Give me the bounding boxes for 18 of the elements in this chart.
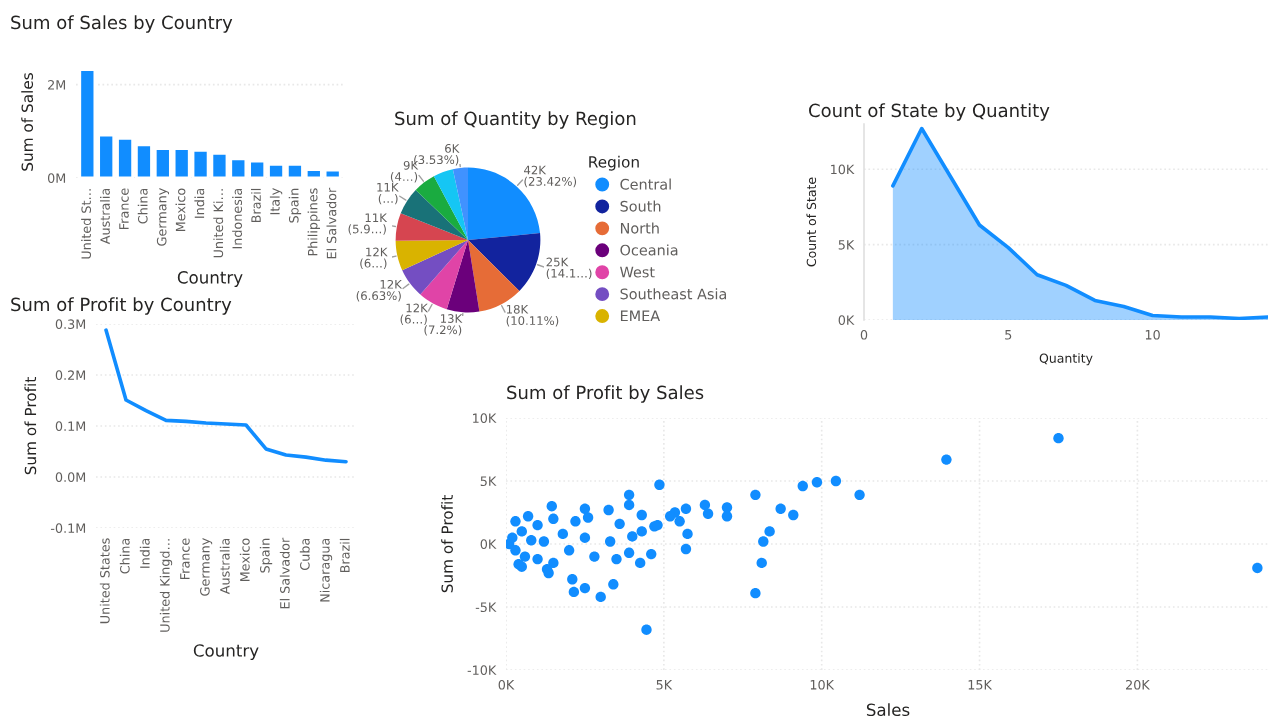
- chart-title: Count of State by Quantity: [809, 103, 1050, 121]
- pie-slice: [446, 240, 480, 313]
- chart-title: Sum of Quantity by Region: [395, 111, 636, 129]
- x-axis-title: Country: [193, 644, 259, 661]
- x-axis-title: Country: [177, 271, 243, 287]
- chart-title: Sum of Profit by Country: [11, 297, 232, 315]
- pie-slice: [395, 213, 468, 241]
- pie-slice: [395, 240, 468, 271]
- line-series: [104, 328, 348, 464]
- chart-title: Sum of Sales by Country: [11, 15, 233, 33]
- pie-slice: [415, 176, 468, 240]
- x-axis-title: Sales: [866, 703, 910, 717]
- pie-slice: [433, 169, 468, 240]
- pie-slice: [400, 189, 468, 240]
- pie-slice: [468, 233, 541, 291]
- pie-slice: [452, 167, 468, 240]
- chart-title: Sum of Profit by Sales: [507, 385, 704, 403]
- pie-slice: [402, 240, 468, 295]
